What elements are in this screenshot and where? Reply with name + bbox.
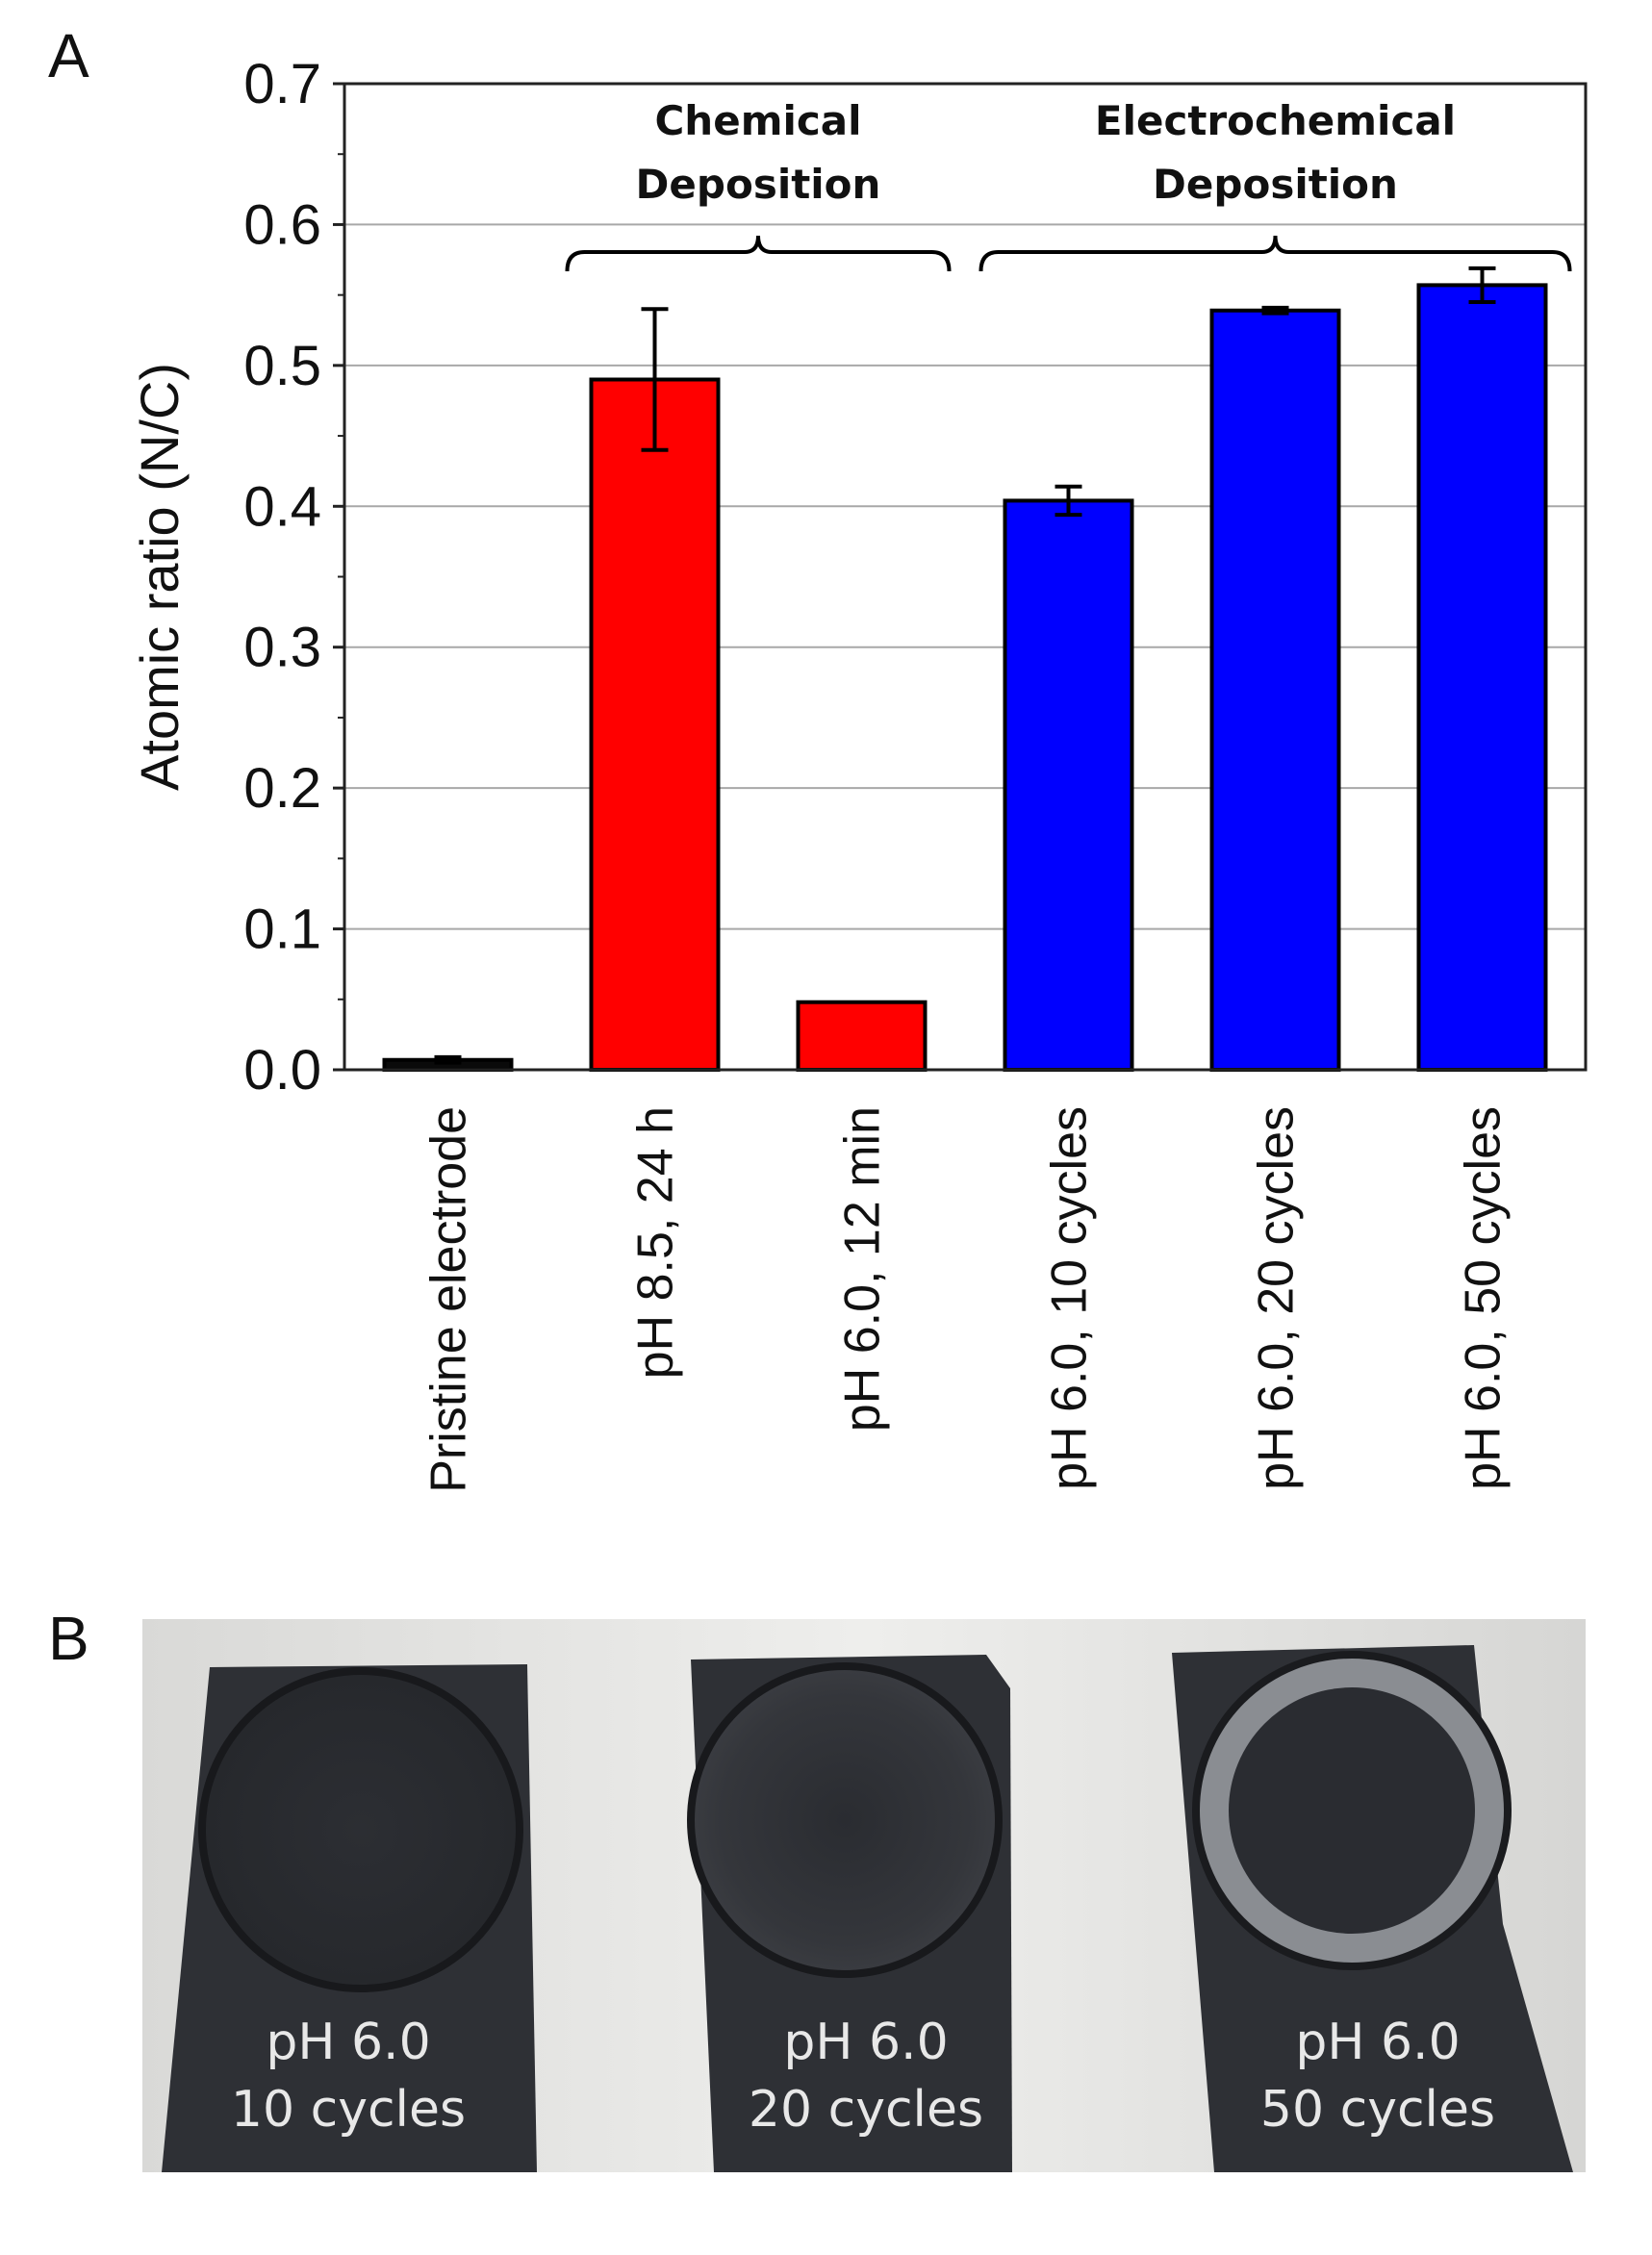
y-tick-label: 0.6 — [243, 193, 321, 256]
plot-frame — [343, 82, 1588, 1072]
group-label: Electrochemical — [1095, 97, 1456, 144]
x-tick-label: Pristine electrode — [421, 1106, 477, 1493]
y-tick-label: 0.2 — [243, 757, 321, 820]
electrode-2: pH 6.0 20 cycles — [687, 1655, 1012, 2172]
bars — [382, 283, 1548, 1072]
electrode-2-label-line2: 20 cycles — [749, 2081, 983, 2139]
bar — [796, 1000, 928, 1072]
electrode-1-label-line1: pH 6.0 — [266, 2014, 430, 2071]
electrode-3: pH 6.0 50 cycles — [1172, 1645, 1573, 2172]
electrode-3-disc — [1229, 1687, 1475, 1934]
bar-chart: 0.0 0.1 0.2 0.3 0.4 0.5 0.6 0.7 Pristine electr… — [129, 53, 1588, 1493]
panel-label-a: A — [48, 21, 89, 90]
group-brackets: Chemical Deposition Electrochemical Deposit… — [565, 97, 1572, 272]
y-tick-label: 0.3 — [243, 617, 321, 679]
group-bracket — [565, 235, 952, 272]
group-label: Deposition — [1153, 161, 1398, 208]
gridlines — [344, 223, 1586, 930]
bar — [1003, 498, 1134, 1072]
electrode-2-label-line1: pH 6.0 — [783, 2014, 948, 2071]
y-tick-label: 0.7 — [243, 53, 321, 115]
y-tick-label: 0.1 — [243, 899, 321, 961]
panel-label-b: B — [48, 1604, 89, 1673]
y-axis-label: Atomic ratio (N/C) — [129, 363, 190, 791]
electrode-1-disc — [198, 1667, 523, 1992]
electrode-photo: pH 6.0 10 cycles pH 6.0 20 cycles pH 6.0… — [142, 1619, 1586, 2172]
x-tick-label: pH 6.0, 10 cycles — [1042, 1106, 1098, 1490]
electrode-1-label-line2: 10 cycles — [231, 2081, 466, 2139]
electrode-2-disc — [687, 1662, 1003, 1978]
error-bars — [434, 266, 1496, 1065]
electrode-3-label-line1: pH 6.0 — [1295, 2014, 1460, 2071]
y-tick-label: 0.5 — [243, 335, 321, 397]
y-tick-label: 0.4 — [243, 475, 321, 538]
x-tick-label: pH 6.0, 50 cycles — [1456, 1106, 1512, 1490]
x-tick-label: pH 6.0, 20 cycles — [1249, 1106, 1305, 1490]
group-bracket — [978, 235, 1572, 272]
x-tick-label: pH 8.5, 24 h — [628, 1106, 684, 1379]
x-tick-label: pH 6.0, 12 min — [835, 1106, 891, 1432]
group-label: Deposition — [636, 161, 881, 208]
y-tick-label: 0.0 — [243, 1039, 321, 1102]
bar — [589, 377, 721, 1072]
group-label: Chemical — [654, 97, 861, 144]
y-axis-ticks: 0.0 0.1 0.2 0.3 0.4 0.5 0.6 0.7 — [243, 53, 344, 1102]
electrode-3-label-line2: 50 cycles — [1260, 2081, 1495, 2139]
x-axis-labels: Pristine electrode pH 8.5, 24 h pH 6.0, 12… — [421, 1106, 1512, 1493]
electrode-1: pH 6.0 10 cycles — [162, 1664, 537, 2172]
bar — [1416, 283, 1548, 1072]
bar — [1209, 308, 1341, 1072]
